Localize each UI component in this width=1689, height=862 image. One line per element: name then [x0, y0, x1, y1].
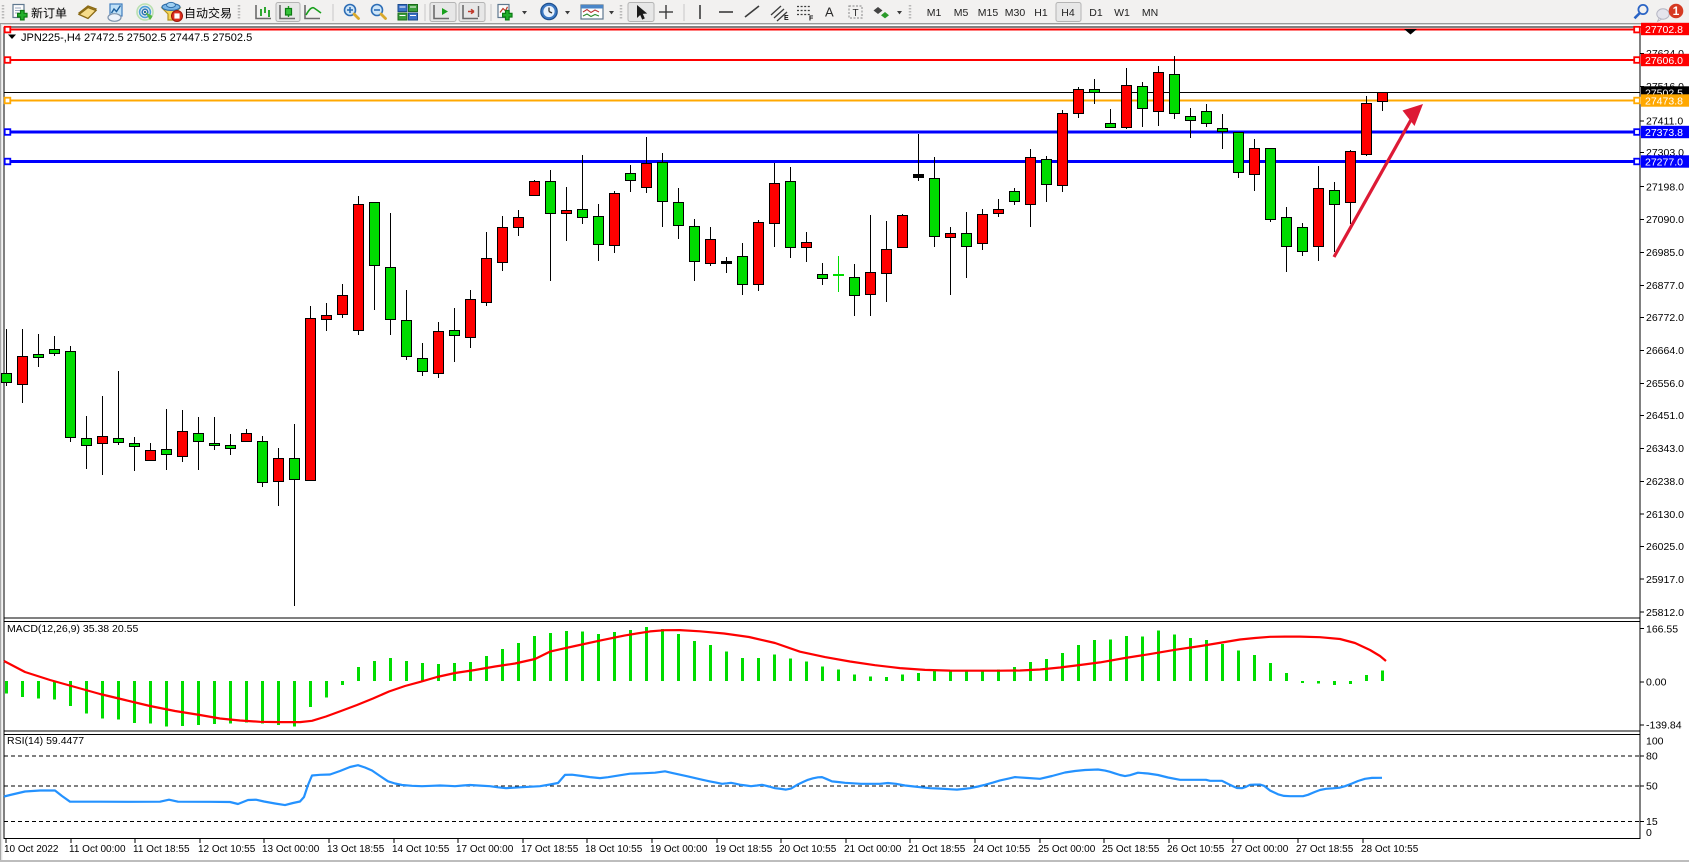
svg-text:F: F	[809, 16, 814, 23]
svg-text:MACD(12,26,9) 35.38 20.55: MACD(12,26,9) 35.38 20.55	[7, 623, 138, 635]
svg-text:27 Oct 00:00: 27 Oct 00:00	[1231, 844, 1289, 855]
svg-text:MN: MN	[1142, 7, 1158, 19]
svg-text:24 Oct 10:55: 24 Oct 10:55	[973, 844, 1031, 855]
svg-text:M15: M15	[978, 7, 999, 19]
svg-text:20 Oct 10:55: 20 Oct 10:55	[779, 844, 837, 855]
svg-text:A: A	[825, 5, 834, 20]
svg-text:27090.0: 27090.0	[1646, 214, 1684, 226]
svg-text:1: 1	[1673, 4, 1680, 18]
svg-text:100: 100	[1646, 736, 1664, 748]
svg-text:27 Oct 18:55: 27 Oct 18:55	[1296, 844, 1354, 855]
svg-text:M1: M1	[927, 7, 942, 19]
svg-text:26985.0: 26985.0	[1646, 247, 1684, 259]
svg-text:0: 0	[1646, 827, 1652, 839]
svg-text:15: 15	[1646, 816, 1658, 828]
svg-text:21 Oct 00:00: 21 Oct 00:00	[844, 844, 902, 855]
svg-text:27411.0: 27411.0	[1646, 116, 1683, 128]
svg-text:M5: M5	[954, 7, 969, 19]
svg-text:11 Oct 00:00: 11 Oct 00:00	[69, 844, 126, 855]
svg-text:11 Oct 18:55: 11 Oct 18:55	[133, 844, 190, 855]
svg-text:-139.84: -139.84	[1646, 720, 1682, 732]
svg-text:25 Oct 00:00: 25 Oct 00:00	[1038, 844, 1096, 855]
svg-text:26025.0: 26025.0	[1646, 541, 1684, 553]
svg-text:17 Oct 18:55: 17 Oct 18:55	[521, 844, 579, 855]
svg-text:H1: H1	[1034, 7, 1048, 19]
svg-text:21 Oct 18:55: 21 Oct 18:55	[908, 844, 966, 855]
svg-text:80: 80	[1646, 751, 1658, 763]
svg-text:13 Oct 18:55: 13 Oct 18:55	[327, 844, 385, 855]
svg-text:26772.0: 26772.0	[1646, 312, 1684, 324]
svg-text:12 Oct 10:55: 12 Oct 10:55	[198, 844, 256, 855]
svg-text:JPN225-,H4 27472.5 27502.5 27: JPN225-,H4 27472.5 27502.5 27447.5 27502…	[21, 32, 252, 44]
svg-text:RSI(14) 59.4477: RSI(14) 59.4477	[7, 735, 84, 747]
svg-text:27473.8: 27473.8	[1645, 95, 1683, 107]
svg-text:W1: W1	[1114, 7, 1130, 19]
svg-text:26664.0: 26664.0	[1646, 345, 1684, 357]
svg-text:13 Oct 00:00: 13 Oct 00:00	[262, 844, 320, 855]
svg-text:10 Oct 2022: 10 Oct 2022	[4, 844, 59, 855]
svg-text:50: 50	[1646, 781, 1658, 793]
svg-text:H4: H4	[1061, 7, 1075, 19]
svg-text:27373.8: 27373.8	[1645, 127, 1683, 139]
svg-text:26130.0: 26130.0	[1646, 509, 1684, 521]
svg-text:27606.0: 27606.0	[1645, 55, 1683, 67]
svg-text:T: T	[853, 8, 859, 19]
svg-text:0.00: 0.00	[1646, 677, 1667, 689]
svg-text:166.55: 166.55	[1646, 623, 1678, 635]
svg-text:26877.0: 26877.0	[1646, 280, 1684, 292]
svg-text:26238.0: 26238.0	[1646, 476, 1684, 488]
svg-text:18 Oct 10:55: 18 Oct 10:55	[585, 844, 643, 855]
svg-text:27277.0: 27277.0	[1645, 156, 1683, 168]
svg-text:26451.0: 26451.0	[1646, 410, 1684, 422]
svg-text:25812.0: 25812.0	[1646, 607, 1684, 619]
svg-text:17 Oct 00:00: 17 Oct 00:00	[456, 844, 514, 855]
svg-text:28 Oct 10:55: 28 Oct 10:55	[1361, 844, 1419, 855]
svg-text:E: E	[784, 15, 789, 22]
svg-text:14 Oct 10:55: 14 Oct 10:55	[392, 844, 450, 855]
svg-text:25 Oct 18:55: 25 Oct 18:55	[1102, 844, 1160, 855]
svg-text:26343.0: 26343.0	[1646, 443, 1684, 455]
svg-text:19 Oct 00:00: 19 Oct 00:00	[650, 844, 708, 855]
svg-text:25917.0: 25917.0	[1646, 574, 1684, 586]
svg-text:M30: M30	[1005, 7, 1026, 19]
svg-text:D1: D1	[1089, 7, 1103, 19]
svg-text:27198.0: 27198.0	[1646, 181, 1684, 193]
svg-text:26 Oct 10:55: 26 Oct 10:55	[1167, 844, 1225, 855]
svg-text:26556.0: 26556.0	[1646, 378, 1684, 390]
svg-text:19 Oct 18:55: 19 Oct 18:55	[715, 844, 773, 855]
svg-text:27702.8: 27702.8	[1645, 24, 1683, 36]
